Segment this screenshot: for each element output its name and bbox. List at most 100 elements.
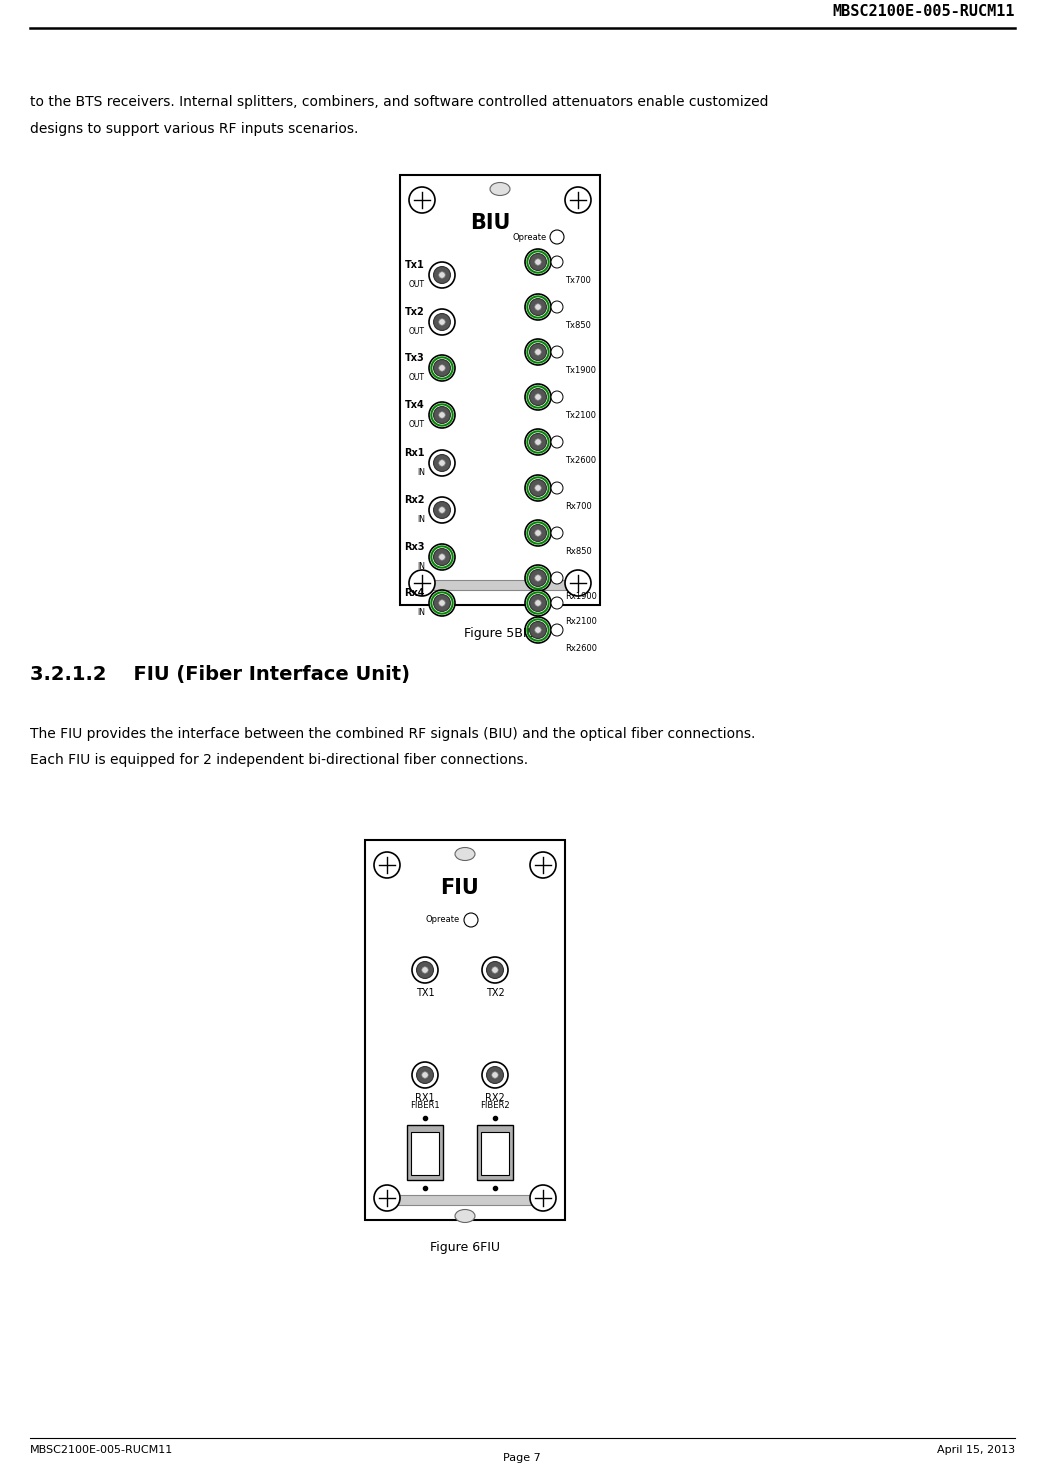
Ellipse shape	[455, 848, 475, 861]
Text: IN: IN	[417, 468, 425, 477]
Text: Tx1: Tx1	[405, 261, 425, 269]
Text: Rx700: Rx700	[565, 502, 591, 511]
Bar	[400, 175, 600, 605]
Circle shape	[434, 266, 450, 284]
Text: Rx2600: Rx2600	[565, 645, 597, 654]
Circle shape	[434, 595, 450, 611]
Circle shape	[530, 621, 547, 639]
Text: The FIU provides the interface between the combined RF signals (BIU) and the opt: The FIU provides the interface between t…	[30, 727, 756, 740]
Text: Rx1: Rx1	[404, 447, 425, 458]
Circle shape	[439, 365, 445, 371]
Circle shape	[530, 595, 547, 611]
Bar	[377, 1195, 553, 1206]
Circle shape	[439, 272, 445, 278]
Circle shape	[434, 549, 450, 565]
Circle shape	[535, 394, 541, 400]
Text: Tx2: Tx2	[405, 308, 425, 316]
Circle shape	[530, 852, 556, 877]
Text: MBSC2100E-005-RUCM11: MBSC2100E-005-RUCM11	[30, 1446, 173, 1454]
Circle shape	[530, 480, 547, 496]
Circle shape	[525, 384, 551, 411]
Text: Figure 6FIU: Figure 6FIU	[429, 1241, 500, 1254]
Circle shape	[412, 1061, 438, 1088]
Circle shape	[464, 913, 478, 927]
Circle shape	[565, 570, 591, 596]
Circle shape	[492, 967, 498, 973]
Text: OUT: OUT	[409, 280, 425, 289]
Circle shape	[551, 256, 563, 268]
Circle shape	[412, 957, 438, 983]
Text: OUT: OUT	[409, 420, 425, 428]
Circle shape	[374, 852, 400, 877]
Text: IN: IN	[417, 608, 425, 617]
Circle shape	[429, 498, 455, 523]
Circle shape	[551, 624, 563, 636]
Circle shape	[409, 187, 435, 213]
Text: April 15, 2013: April 15, 2013	[937, 1446, 1015, 1454]
Circle shape	[422, 1072, 428, 1078]
Circle shape	[487, 1067, 504, 1083]
Circle shape	[535, 627, 541, 633]
Text: RX2: RX2	[485, 1094, 505, 1103]
Circle shape	[439, 412, 445, 418]
Circle shape	[439, 506, 445, 514]
Circle shape	[429, 545, 455, 570]
Text: Figure 5BIU: Figure 5BIU	[464, 627, 536, 639]
Text: TX2: TX2	[486, 988, 505, 998]
Circle shape	[530, 524, 547, 542]
Circle shape	[535, 303, 541, 311]
Text: FIU: FIU	[441, 877, 480, 898]
Ellipse shape	[455, 1210, 475, 1223]
Text: 3.2.1.2    FIU (Fiber Interface Unit): 3.2.1.2 FIU (Fiber Interface Unit)	[30, 665, 410, 684]
Bar	[411, 1132, 439, 1175]
Circle shape	[439, 459, 445, 467]
Text: IN: IN	[417, 562, 425, 571]
Circle shape	[409, 570, 435, 596]
Circle shape	[551, 300, 563, 314]
Text: Tx2600: Tx2600	[565, 456, 596, 465]
Circle shape	[439, 599, 445, 606]
Circle shape	[550, 230, 564, 244]
Circle shape	[530, 570, 547, 586]
Text: FIBER2: FIBER2	[481, 1101, 510, 1110]
Circle shape	[535, 349, 541, 355]
Text: Opreate: Opreate	[426, 916, 460, 924]
Circle shape	[374, 1185, 400, 1211]
Circle shape	[565, 187, 591, 213]
Circle shape	[525, 428, 551, 455]
Circle shape	[525, 520, 551, 546]
Text: Tx3: Tx3	[405, 353, 425, 364]
Circle shape	[530, 1185, 556, 1211]
Circle shape	[530, 434, 547, 450]
Bar	[477, 1125, 513, 1181]
Circle shape	[434, 314, 450, 330]
Circle shape	[535, 439, 541, 445]
Circle shape	[535, 259, 541, 265]
Text: MBSC2100E-005-RUCM11: MBSC2100E-005-RUCM11	[833, 4, 1015, 19]
Text: Rx850: Rx850	[565, 548, 591, 556]
Circle shape	[535, 599, 541, 606]
Bar	[407, 1125, 443, 1181]
Circle shape	[417, 1067, 434, 1083]
Circle shape	[429, 355, 455, 381]
Text: Rx2100: Rx2100	[565, 617, 597, 626]
Text: to the BTS receivers. Internal splitters, combiners, and software controlled att: to the BTS receivers. Internal splitters…	[30, 96, 768, 109]
Circle shape	[551, 527, 563, 539]
Circle shape	[535, 530, 541, 536]
Bar	[365, 841, 565, 1220]
Ellipse shape	[490, 183, 510, 196]
Text: BIU: BIU	[470, 213, 510, 233]
Circle shape	[530, 389, 547, 405]
Circle shape	[551, 436, 563, 447]
Text: designs to support various RF inputs scenarios.: designs to support various RF inputs sce…	[30, 122, 358, 135]
Text: Opreate: Opreate	[513, 233, 548, 241]
Text: Tx4: Tx4	[405, 400, 425, 411]
Text: Tx700: Tx700	[565, 277, 590, 286]
Circle shape	[551, 598, 563, 609]
Circle shape	[429, 402, 455, 428]
Text: Rx3: Rx3	[404, 542, 425, 552]
Circle shape	[434, 359, 450, 377]
Circle shape	[525, 475, 551, 500]
Circle shape	[429, 262, 455, 289]
Circle shape	[530, 343, 547, 361]
